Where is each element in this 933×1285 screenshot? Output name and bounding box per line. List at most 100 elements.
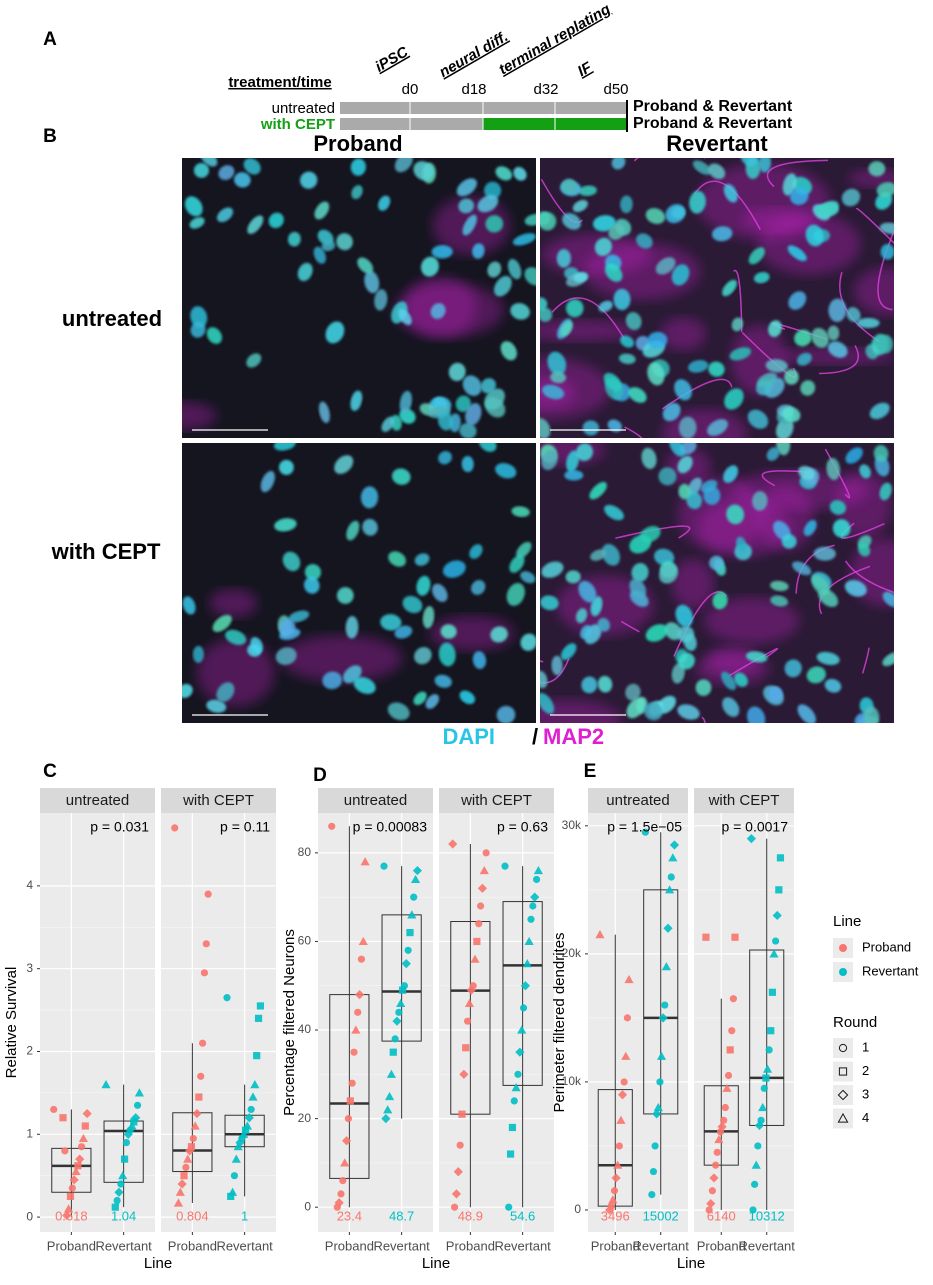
point	[466, 985, 476, 995]
nucleus	[611, 158, 626, 170]
column-header: Proband	[313, 131, 402, 156]
map2-signal	[209, 588, 258, 618]
box	[224, 1114, 265, 1148]
point	[341, 1136, 352, 1146]
micrograph	[540, 443, 894, 723]
point	[532, 875, 541, 884]
nucleus	[776, 443, 791, 456]
nucleus	[674, 379, 692, 401]
nucleus	[709, 555, 724, 571]
nucleus	[388, 551, 407, 567]
nucleus	[813, 546, 836, 561]
plot-panel	[694, 813, 794, 1232]
nucleus	[797, 352, 812, 366]
point	[118, 1171, 128, 1180]
point	[250, 1080, 260, 1089]
point	[357, 955, 366, 963]
nucleus	[487, 261, 502, 278]
point	[187, 1143, 196, 1151]
point	[746, 834, 756, 844]
nucleus	[882, 652, 894, 667]
nucleus	[775, 417, 794, 438]
nucleus	[541, 450, 558, 471]
nucleus	[190, 306, 208, 328]
point	[520, 981, 531, 991]
point	[122, 1138, 131, 1147]
nucleus	[575, 608, 588, 624]
point	[610, 1187, 619, 1195]
nucleus	[607, 419, 622, 433]
nucleus	[212, 614, 232, 633]
nucleus	[438, 451, 452, 465]
nucleus	[551, 655, 563, 676]
nucleus	[334, 455, 354, 474]
nucleus	[438, 642, 456, 667]
point	[656, 1078, 664, 1086]
nucleus	[420, 256, 439, 277]
dendrite	[551, 297, 625, 340]
x-axis-label: Line	[144, 1255, 172, 1272]
dendrite	[844, 560, 894, 594]
nucleus	[336, 233, 353, 251]
nucleus	[462, 375, 482, 396]
nucleus	[803, 519, 817, 537]
nucleus	[573, 272, 589, 283]
map2-signal	[540, 699, 622, 723]
strip	[694, 788, 794, 813]
point	[395, 1008, 403, 1016]
nucleus	[806, 666, 826, 684]
point	[171, 824, 179, 832]
nucleus	[784, 369, 799, 385]
nucleus	[275, 647, 297, 665]
nucleus	[216, 207, 234, 223]
nucleus	[274, 518, 297, 532]
nucleus	[357, 257, 374, 274]
nucleus	[828, 298, 847, 322]
nucleus	[374, 289, 388, 311]
legend-title: Round	[833, 1014, 877, 1031]
point	[182, 1163, 190, 1172]
point	[223, 994, 231, 1002]
point	[608, 1195, 618, 1204]
nucleus	[686, 491, 702, 510]
nucleus	[677, 455, 693, 474]
strip	[40, 788, 155, 813]
row-label: with CEPT	[260, 116, 335, 133]
nucleus	[431, 245, 453, 259]
nucleus	[818, 588, 839, 608]
point	[456, 1141, 464, 1149]
x-tick-label: Revertant	[739, 1238, 796, 1253]
point	[198, 1039, 207, 1047]
point	[231, 1154, 241, 1163]
point	[328, 822, 336, 830]
point	[354, 989, 365, 1000]
nucleus	[645, 208, 666, 224]
y-tick-label: 40	[298, 1022, 312, 1036]
nucleus	[561, 178, 577, 194]
nucleus	[391, 468, 411, 485]
row-note: Proband & Revertant	[633, 115, 793, 132]
point	[401, 958, 411, 969]
p-value: p = 0.031	[90, 819, 149, 835]
nucleus	[677, 704, 700, 720]
point	[173, 1198, 184, 1207]
point	[82, 1108, 92, 1119]
median-label: 1.04	[111, 1208, 136, 1223]
point	[248, 1092, 258, 1101]
y-tick-label: 3	[26, 961, 33, 975]
point	[71, 1166, 81, 1176]
point	[713, 1148, 721, 1156]
point	[706, 1198, 716, 1209]
point	[726, 1046, 734, 1054]
nucleus	[541, 561, 564, 578]
point	[758, 1102, 768, 1112]
point	[407, 910, 417, 919]
row-header: untreated	[62, 306, 162, 331]
nucleus	[380, 614, 402, 631]
point	[482, 849, 490, 857]
map2-signal	[280, 635, 403, 682]
nucleus	[879, 482, 892, 501]
y-axis-label: Relative Survival	[3, 967, 20, 1079]
nucleus	[472, 243, 485, 259]
nucleus	[794, 329, 812, 347]
